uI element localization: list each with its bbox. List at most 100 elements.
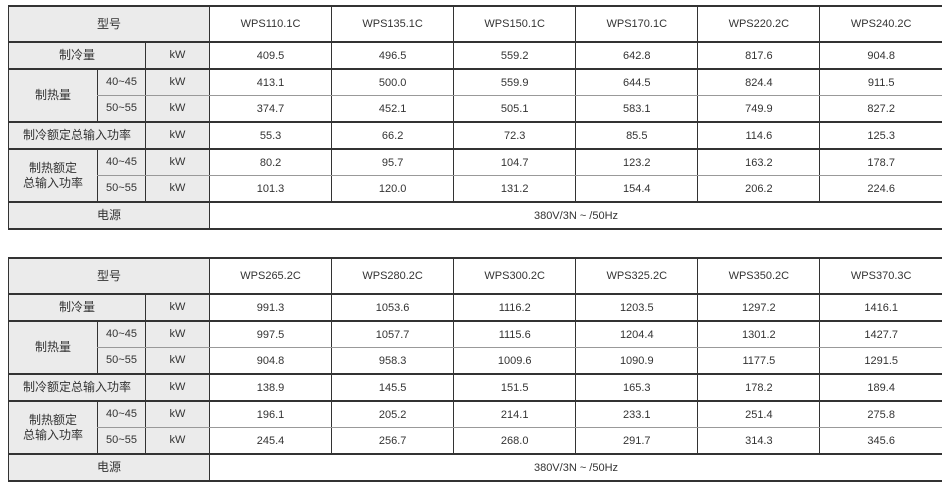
model-header-cell: WPS325.2C [575, 258, 698, 295]
cooling-rated-input-label: 制冷额定总输入功率 [8, 122, 146, 150]
heating-rated-input-value: 123.2 [575, 149, 698, 176]
range-cell: 40~45 [97, 69, 146, 96]
heating-rated-input-value: 314.3 [697, 427, 820, 455]
cooling-capacity-label: 制冷量 [8, 294, 146, 322]
model-header-cell: WPS135.1C [331, 6, 454, 43]
heating-capacity-value: 958.3 [331, 347, 454, 375]
cooling-rated-input-label: 制冷额定总输入功率 [8, 374, 146, 402]
range-cell: 50~55 [97, 175, 146, 203]
cooling-capacity-value: 1297.2 [697, 294, 820, 322]
range-cell: 40~45 [97, 149, 146, 176]
heating-capacity-value: 1009.6 [453, 347, 576, 375]
unit-cell: kW [145, 69, 210, 96]
heating-capacity-value: 1115.6 [453, 321, 576, 348]
heating-rated-input-label: 制热额定 总输入功率 [8, 149, 98, 203]
model-header-cell: WPS240.2C [819, 6, 942, 43]
cooling-capacity-value: 559.2 [453, 42, 576, 70]
spec-table: 型号 WPS265.2C WPS280.2C WPS300.2C WPS325.2C WP… [8, 257, 942, 482]
cooling-capacity-label: 制冷量 [8, 42, 146, 70]
heating-capacity-value: 1090.9 [575, 347, 698, 375]
power-supply-value: 380V/3N ~ /50Hz [209, 202, 942, 229]
heating-capacity-value: 500.0 [331, 69, 454, 96]
heating-rated-input-value: 95.7 [331, 149, 454, 176]
heating-rated-input-value: 80.2 [208, 149, 332, 176]
heating-capacity-label: 制热量 [8, 69, 98, 123]
heating-rated-input-value: 101.3 [208, 175, 332, 203]
heating-capacity-value: 644.5 [575, 69, 698, 96]
label-line: 总输入功率 [22, 175, 83, 190]
model-header-cell: WPS265.2C [208, 258, 332, 295]
cooling-capacity-value: 1203.5 [575, 294, 698, 322]
range-cell: 50~55 [97, 427, 146, 455]
heating-rated-input-value: 206.2 [697, 175, 820, 203]
cooling-capacity-value: 642.8 [575, 42, 698, 70]
heating-capacity-value: 911.5 [819, 69, 942, 96]
cooling-rated-input-value: 66.2 [331, 122, 454, 150]
unit-cell: kW [145, 294, 210, 322]
cooling-rated-input-value: 72.3 [453, 122, 576, 150]
cooling-rated-input-value: 138.9 [208, 374, 332, 402]
heating-rated-input-value: 256.7 [331, 427, 454, 455]
model-header-cell: WPS150.1C [453, 6, 576, 43]
heating-rated-input-value: 178.7 [819, 149, 942, 176]
cooling-rated-input-value: 85.5 [575, 122, 698, 150]
power-supply-label: 电源 [8, 202, 210, 229]
cooling-rated-input-value: 189.4 [819, 374, 942, 402]
model-row-label: 型号 [8, 258, 210, 295]
model-header-cell: WPS170.1C [575, 6, 698, 43]
cooling-capacity-value: 1416.1 [819, 294, 942, 322]
heating-rated-input-value: 214.1 [453, 401, 576, 428]
cooling-rated-input-value: 145.5 [331, 374, 454, 402]
unit-cell: kW [145, 347, 210, 375]
heating-capacity-value: 452.1 [331, 95, 454, 123]
heating-rated-input-value: 196.1 [208, 401, 332, 428]
heating-rated-input-value: 291.7 [575, 427, 698, 455]
heating-capacity-value: 413.1 [208, 69, 332, 96]
heating-rated-input-value: 154.4 [575, 175, 698, 203]
model-header-cell: WPS300.2C [453, 258, 576, 295]
range-cell: 50~55 [97, 95, 146, 123]
unit-cell: kW [145, 122, 210, 150]
heating-capacity-value: 559.9 [453, 69, 576, 96]
unit-cell: kW [145, 42, 210, 70]
cooling-rated-input-value: 151.5 [453, 374, 576, 402]
model-header-cell: WPS370.3C [819, 258, 942, 295]
cooling-capacity-value: 1053.6 [331, 294, 454, 322]
label-line: 制热额定 [28, 412, 77, 427]
heating-capacity-value: 505.1 [453, 95, 576, 123]
unit-cell: kW [145, 95, 210, 123]
heating-capacity-value: 749.9 [697, 95, 820, 123]
model-header-cell: WPS220.2C [697, 6, 820, 43]
heating-capacity-value: 1291.5 [819, 347, 942, 375]
heating-rated-input-value: 131.2 [453, 175, 576, 203]
heating-capacity-label: 制热量 [8, 321, 98, 375]
model-header-cell: WPS280.2C [331, 258, 454, 295]
heating-capacity-value: 1057.7 [331, 321, 454, 348]
unit-cell: kW [145, 321, 210, 348]
heating-rated-input-value: 163.2 [697, 149, 820, 176]
heating-rated-input-value: 224.6 [819, 175, 942, 203]
heating-capacity-value: 1301.2 [697, 321, 820, 348]
cooling-capacity-value: 817.6 [697, 42, 820, 70]
heating-rated-input-value: 245.4 [208, 427, 332, 455]
heating-capacity-value: 827.2 [819, 95, 942, 123]
range-cell: 40~45 [97, 401, 146, 428]
model-header-cell: WPS110.1C [208, 6, 332, 43]
heating-capacity-value: 374.7 [208, 95, 332, 123]
model-header-cell: WPS350.2C [697, 258, 820, 295]
heating-capacity-value: 583.1 [575, 95, 698, 123]
spec-table-2: 型号 WPS265.2C WPS280.2C WPS300.2C WPS325.2C WP… [8, 257, 942, 482]
heating-capacity-value: 824.4 [697, 69, 820, 96]
heating-capacity-value: 904.8 [208, 347, 332, 375]
heating-rated-input-value: 275.8 [819, 401, 942, 428]
cooling-capacity-value: 409.5 [208, 42, 332, 70]
unit-cell: kW [145, 427, 210, 455]
unit-cell: kW [145, 374, 210, 402]
heating-rated-input-label: 制热额定 总输入功率 [8, 401, 98, 455]
cooling-capacity-value: 1116.2 [453, 294, 576, 322]
spec-table-1: 型号 WPS110.1C WPS135.1C WPS150.1C WPS170.1C WP… [8, 5, 942, 230]
unit-cell: kW [145, 401, 210, 428]
cooling-rated-input-value: 178.2 [697, 374, 820, 402]
heating-capacity-value: 1177.5 [697, 347, 820, 375]
